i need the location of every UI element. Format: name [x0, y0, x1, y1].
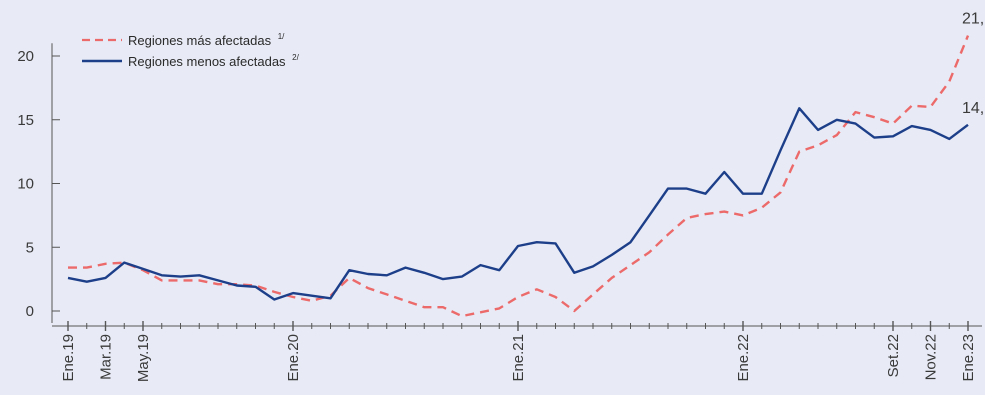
end-value-label-2: 14,6 — [962, 100, 985, 117]
x-tick-label: Ene.22 — [735, 334, 752, 382]
y-tick-label: 20 — [17, 48, 34, 65]
series-line-1 — [68, 35, 970, 318]
y-tick-label: 0 — [26, 303, 34, 320]
legend-label-series-1: Regiones más afectadas 1/ — [128, 32, 285, 48]
y-tick-label: 15 — [17, 112, 34, 129]
end-value-label-1: 21,6 — [962, 11, 985, 28]
x-tick-label: May.19 — [135, 334, 152, 382]
x-tick-label: Mar.19 — [98, 334, 115, 380]
x-tick-label: Ene.20 — [285, 334, 302, 382]
x-tick-label: Set.22 — [885, 334, 902, 377]
y-axis: 0 5 10 15 20 — [17, 43, 60, 323]
x-tick-label: Ene.19 — [60, 334, 77, 382]
series-line-2 — [67, 107, 969, 301]
end-labels: 21,6 14,6 — [962, 11, 985, 117]
x-tick-label: Ene.21 — [510, 334, 527, 382]
y-tick-label: 5 — [26, 239, 34, 256]
y-tick-label: 10 — [17, 176, 34, 193]
x-tick-label: Ene.23 — [960, 334, 977, 382]
x-axis: Ene.19 Mar.19 May.19 Ene.20 Ene.21 Ene.22 Set.… — [52, 321, 982, 382]
legend: Regiones más afectadas 1/ Regiones menos… — [82, 32, 300, 69]
x-tick-label: Nov.22 — [923, 334, 940, 380]
series-group — [67, 35, 970, 318]
legend-label-series-2: Regiones menos afectadas 2/ — [128, 53, 300, 69]
